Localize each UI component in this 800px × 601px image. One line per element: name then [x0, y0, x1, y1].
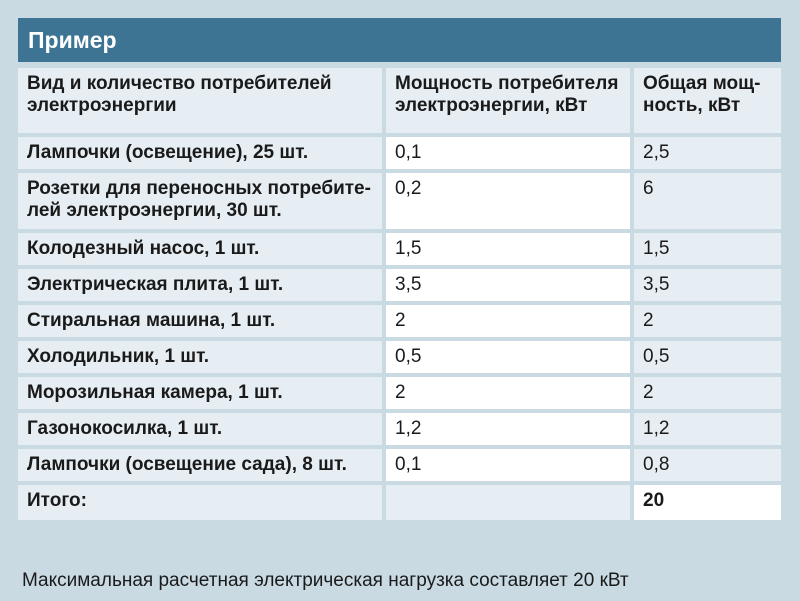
footer-note: Максимальная расчетная электрическая наг… [22, 570, 629, 591]
consumer-name: Розетки для переносных потребите- лей эл… [18, 173, 382, 229]
table-row: Стиральная машина, 1 шт. 2 2 [18, 305, 781, 337]
table-row: Лампочки (освещение), 25 шт. 0,1 2,5 [18, 137, 781, 169]
consumer-total: 1,2 [634, 413, 781, 445]
consumer-power: 1,5 [386, 233, 630, 265]
consumer-total: 6 [634, 173, 781, 229]
name-line: лей электроэнергии, 30 шт. [27, 200, 282, 221]
table-row: Колодезный насос, 1 шт. 1,5 1,5 [18, 233, 781, 265]
page-title: Пример [18, 18, 781, 62]
consumer-power: 0,5 [386, 341, 630, 373]
table-row: Электрическая плита, 1 шт. 3,5 3,5 [18, 269, 781, 301]
consumer-power: 3,5 [386, 269, 630, 301]
consumer-name: Лампочки (освещение сада), 8 шт. [18, 449, 382, 481]
consumer-total: 0,8 [634, 449, 781, 481]
name-line: Розетки для переносных потребите- [27, 178, 371, 199]
consumer-power: 2 [386, 305, 630, 337]
header-line: Вид и количество потребителей [27, 73, 332, 94]
consumer-total: 2 [634, 377, 781, 409]
table-row: Лампочки (освещение сада), 8 шт. 0,1 0,8 [18, 449, 781, 481]
consumer-name: Газонокосилка, 1 шт. [18, 413, 382, 445]
total-power [386, 485, 630, 520]
consumer-name: Электрическая плита, 1 шт. [18, 269, 382, 301]
consumer-power: 0,1 [386, 137, 630, 169]
consumer-total: 2,5 [634, 137, 781, 169]
table-total-row: Итого: 20 [18, 485, 781, 520]
consumer-total: 3,5 [634, 269, 781, 301]
header-line: ность, кВт [643, 95, 741, 116]
total-value: 20 [634, 485, 781, 520]
table-header-row: Вид и количество потребителей электроэне… [18, 68, 781, 133]
consumer-total: 0,5 [634, 341, 781, 373]
consumer-power: 2 [386, 377, 630, 409]
consumer-power: 0,2 [386, 173, 630, 229]
header-line: электроэнергии, кВт [395, 95, 588, 116]
consumption-table: Вид и количество потребителей электроэне… [18, 68, 781, 524]
consumer-name: Стиральная машина, 1 шт. [18, 305, 382, 337]
table-row: Морозильная камера, 1 шт. 2 2 [18, 377, 781, 409]
column-header-power: Мощность потребителя электроэнергии, кВт [386, 68, 630, 133]
consumer-name: Колодезный насос, 1 шт. [18, 233, 382, 265]
consumer-name: Холодильник, 1 шт. [18, 341, 382, 373]
column-header-total-power: Общая мощ- ность, кВт [634, 68, 781, 133]
consumer-power: 0,1 [386, 449, 630, 481]
consumer-power: 1,2 [386, 413, 630, 445]
column-header-consumer: Вид и количество потребителей электроэне… [18, 68, 382, 133]
consumer-name: Морозильная камера, 1 шт. [18, 377, 382, 409]
table-row: Холодильник, 1 шт. 0,5 0,5 [18, 341, 781, 373]
consumer-name: Лампочки (освещение), 25 шт. [18, 137, 382, 169]
consumer-total: 1,5 [634, 233, 781, 265]
table-row: Газонокосилка, 1 шт. 1,2 1,2 [18, 413, 781, 445]
header-line: Общая мощ- [643, 73, 761, 94]
consumer-total: 2 [634, 305, 781, 337]
header-line: Мощность потребителя [395, 73, 619, 94]
table-row: Розетки для переносных потребите- лей эл… [18, 173, 781, 229]
total-label: Итого: [18, 485, 382, 520]
header-line: электроэнергии [27, 95, 177, 116]
